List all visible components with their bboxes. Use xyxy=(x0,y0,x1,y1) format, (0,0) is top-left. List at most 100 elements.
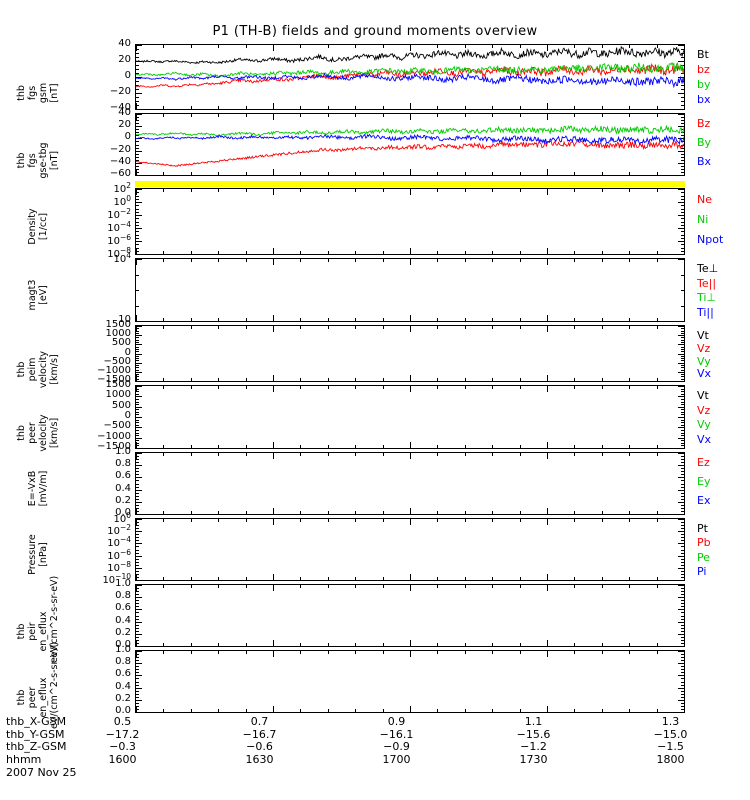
x-tick xyxy=(410,386,411,392)
y-tick-minor xyxy=(681,487,684,488)
y-tick xyxy=(136,202,142,203)
x-tick xyxy=(383,386,384,389)
legend-item-by[interactable]: By xyxy=(697,136,712,149)
x-tick xyxy=(492,378,493,381)
x-tick xyxy=(246,577,247,580)
legend-item-vy[interactable]: Vy xyxy=(697,418,711,431)
x-tick xyxy=(328,318,329,321)
y-tick-label: 0.2 xyxy=(115,627,131,638)
x-tick xyxy=(547,375,548,381)
legend-item-ti[interactable]: Ti|| xyxy=(697,306,714,319)
x-tick xyxy=(657,643,658,646)
legend-item-vx[interactable]: Vx xyxy=(697,367,712,380)
y-tick-minor xyxy=(136,480,139,481)
x-tick xyxy=(136,326,137,332)
legend-item-ne[interactable]: Ne xyxy=(697,193,712,206)
y-tick xyxy=(678,151,684,152)
x-tick xyxy=(574,318,575,321)
legend-item-bz[interactable]: Bz xyxy=(697,117,711,130)
y-tick-minor xyxy=(136,522,139,523)
legend-item-bz[interactable]: bz xyxy=(697,63,710,76)
x-tick xyxy=(574,651,575,654)
y-tick-minor xyxy=(681,685,684,686)
panel-peer-eflux[interactable] xyxy=(135,650,685,713)
legend-item-ex[interactable]: Ex xyxy=(697,494,711,507)
y-tick xyxy=(678,228,684,229)
x-tick xyxy=(520,453,521,456)
x-tick xyxy=(657,326,658,329)
x-tick xyxy=(191,378,192,381)
panel-plot-area-peim-velocity xyxy=(136,326,684,381)
y-tick-label: 1500 xyxy=(105,379,131,390)
legend-item-by[interactable]: by xyxy=(697,78,711,91)
legend-item-te[interactable]: Te|| xyxy=(697,277,717,290)
x-tick xyxy=(547,114,548,120)
panel-peim-velocity[interactable] xyxy=(135,325,685,382)
x-tick xyxy=(547,508,548,514)
panel-fgs-gsm[interactable] xyxy=(135,44,685,110)
x-tick xyxy=(492,511,493,514)
panel-density[interactable] xyxy=(135,188,685,255)
legend-item-ey[interactable]: Ey xyxy=(697,475,711,488)
legend-item-vz[interactable]: Vz xyxy=(697,342,711,355)
x-tick xyxy=(547,574,548,580)
y-tick xyxy=(678,663,684,664)
x-tick xyxy=(218,259,219,262)
legend-item-vt[interactable]: Vt xyxy=(697,329,709,342)
x-axis-row-labels: thb_X-GSM thb_Y-GSM thb_Z-GSM hhmm xyxy=(6,715,66,766)
y-tick-minor xyxy=(681,166,684,167)
panel-peir-eflux[interactable] xyxy=(135,584,685,647)
legend-item-bt[interactable]: Bt xyxy=(697,48,709,61)
legend-item-npot[interactable]: Npot xyxy=(697,233,724,246)
legend-item-pb[interactable]: Pb xyxy=(697,536,711,549)
y-tick-minor xyxy=(136,81,139,82)
legend-item-te[interactable]: Te⊥ xyxy=(697,262,719,275)
panel-temperature[interactable] xyxy=(135,258,685,322)
panel-pressure[interactable] xyxy=(135,518,685,581)
legend-item-pt[interactable]: Pt xyxy=(697,522,708,535)
legend-item-pi[interactable]: Pi xyxy=(697,565,707,578)
x-tick xyxy=(246,519,247,522)
y-tick-minor xyxy=(136,546,139,547)
legend-item-pe[interactable]: Pe xyxy=(697,551,711,564)
x-tick xyxy=(355,318,356,321)
x-axis-value: 1700 xyxy=(382,752,411,766)
y-tick-minor xyxy=(681,399,684,400)
legend-item-vy[interactable]: Vy xyxy=(697,355,711,368)
panel-fgs-gse[interactable] xyxy=(135,113,685,176)
y-tick xyxy=(136,386,142,387)
panel-peer-velocity[interactable] xyxy=(135,385,685,449)
legend-item-bx[interactable]: bx xyxy=(697,93,711,106)
x-tick xyxy=(273,169,274,175)
legend-item-ni[interactable]: Ni xyxy=(697,213,709,226)
legend-item-ti[interactable]: Ti⊥ xyxy=(697,291,717,304)
x-tick xyxy=(136,375,137,381)
x-tick xyxy=(602,259,603,262)
y-tick-minor xyxy=(136,571,139,572)
x-tick xyxy=(465,251,466,254)
x-tick xyxy=(629,577,630,580)
y-tick xyxy=(678,519,684,520)
y-tick-minor xyxy=(136,443,139,444)
x-tick xyxy=(136,45,137,51)
x-tick xyxy=(629,651,630,654)
y-tick-minor xyxy=(136,129,139,130)
legend-item-vx[interactable]: Vx xyxy=(697,433,712,446)
x-tick xyxy=(191,318,192,321)
x-tick xyxy=(328,643,329,646)
legend-item-vt[interactable]: Vt xyxy=(697,389,709,402)
legend-item-ez[interactable]: Ez xyxy=(697,456,710,469)
panel-efield[interactable] xyxy=(135,452,685,515)
y-tick xyxy=(678,609,684,610)
y-axis-title-peer-eflux: thb peer en_eflux eV/(cm^2-s-sr-eV) xyxy=(16,641,60,729)
legend-item-bx[interactable]: Bx xyxy=(697,155,712,168)
legend-item-vz[interactable]: Vz xyxy=(697,404,711,417)
x-axis-column: 1.1 −15.6 −1.2 1730 xyxy=(506,715,561,766)
y-tick-minor xyxy=(136,141,139,142)
x-tick xyxy=(273,189,274,195)
x-tick xyxy=(273,386,274,392)
y-tick-label: −1500 xyxy=(97,374,131,385)
y-tick-minor xyxy=(681,97,684,98)
x-tick xyxy=(657,45,658,48)
y-tick xyxy=(678,585,684,586)
